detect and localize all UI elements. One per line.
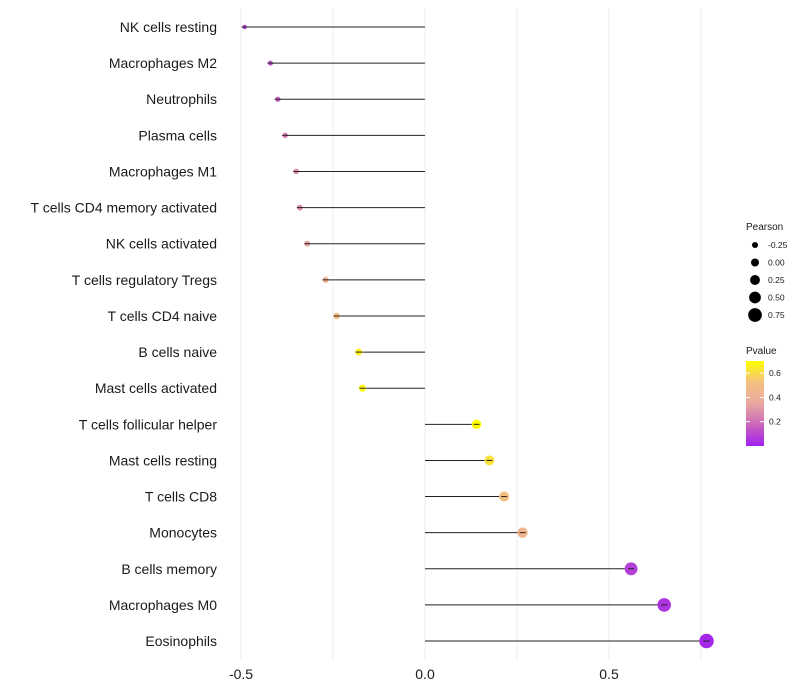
x-tick-label: 0.5 (599, 666, 619, 682)
x-tick-labels: -0.5 0.0 0.5 (229, 666, 619, 682)
category-label: T cells follicular helper (79, 416, 218, 432)
pvalue-colorbar (746, 361, 764, 446)
category-label: Mast cells activated (95, 380, 217, 396)
pearson-legend-label: 0.00 (768, 258, 785, 268)
category-label: T cells regulatory Tregs (72, 272, 217, 288)
category-label: Plasma cells (138, 127, 217, 143)
pvalue-tick-label: 0.4 (769, 392, 781, 402)
category-label: Neutrophils (146, 91, 217, 107)
category-label: B cells naive (138, 344, 217, 360)
pearson-legend-dot (751, 258, 759, 267)
category-label: Macrophages M1 (109, 163, 217, 179)
category-label: B cells memory (121, 561, 217, 577)
pearson-legend-label: 0.75 (768, 310, 785, 320)
category-labels: NK cells resting Macrophages M2 Neutrophil… (31, 19, 218, 649)
pearson-legend-label: 0.50 (768, 293, 785, 303)
category-label: Macrophages M2 (109, 55, 217, 71)
category-label: Macrophages M0 (109, 597, 217, 613)
category-label: NK cells resting (120, 19, 217, 35)
stems (244, 26, 707, 642)
category-label: NK cells activated (106, 236, 217, 252)
category-label: Monocytes (149, 525, 217, 541)
pvalue-legend-title: Pvalue (746, 346, 777, 357)
pearson-legend-items: -0.25 0.00 0.25 0.50 0.75 (748, 240, 788, 322)
pearson-legend-label: -0.25 (768, 240, 788, 250)
category-label: Mast cells resting (109, 452, 217, 468)
grid (240, 8, 702, 660)
pearson-legend-title: Pearson (746, 222, 783, 233)
x-tick-label: -0.5 (229, 666, 253, 682)
pvalue-tick-label: 0.2 (769, 417, 781, 427)
category-label: T cells CD4 memory activated (31, 200, 217, 216)
pearson-legend-dot (749, 291, 761, 304)
pearson-legend-dot (748, 308, 762, 322)
category-label: T cells CD8 (145, 489, 217, 505)
pearson-legend-label: 0.25 (768, 275, 785, 285)
category-label: Eosinophils (145, 633, 217, 649)
pearson-legend-dot (750, 275, 760, 285)
pearson-legend-dot (751, 241, 759, 249)
category-label: T cells CD4 naive (108, 308, 218, 324)
dots (241, 24, 714, 649)
pvalue-tick-label: 0.6 (769, 368, 781, 378)
pvalue-legend-ticks: 0.2 0.4 0.6 (746, 368, 781, 427)
legend: Pearson -0.25 0.00 0.25 0.50 0.75 Pvalue 0.2… (746, 222, 788, 446)
x-tick-label: 0.0 (415, 666, 435, 682)
